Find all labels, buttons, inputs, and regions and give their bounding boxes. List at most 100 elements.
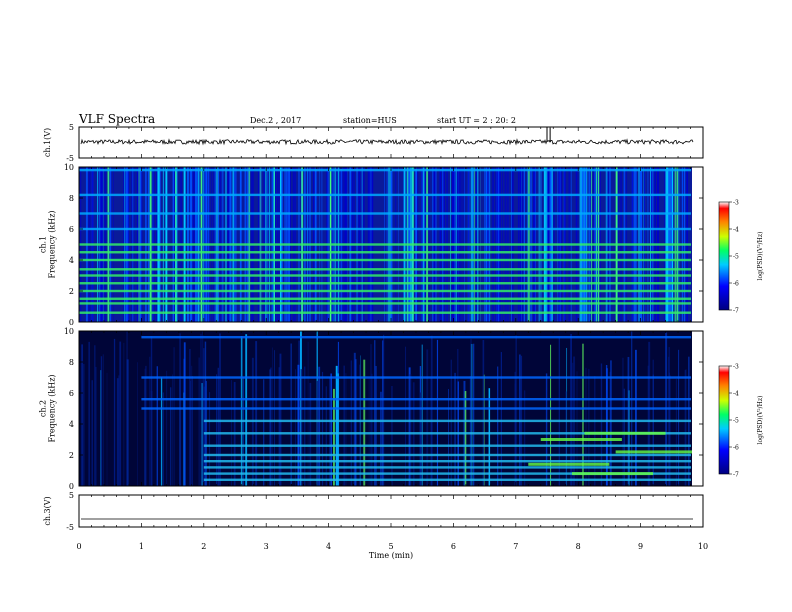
spectrogram-column — [570, 334, 573, 486]
y-tick-label: 10 — [64, 163, 74, 172]
spectrogram-column — [201, 383, 203, 486]
time-axis: 0 1 2 3 4 5 6 7 8 9 10 Time (min) — [76, 542, 708, 560]
spectrogram-column — [217, 367, 220, 486]
frequency-band — [203, 444, 692, 447]
waveform-trace — [80, 138, 694, 146]
spectrogram-column — [269, 369, 271, 486]
spectrogram-column — [189, 348, 191, 486]
emission-band — [584, 431, 666, 435]
spectrogram-column — [219, 333, 221, 486]
frequency-band — [79, 311, 691, 314]
spectrogram-column — [333, 388, 335, 486]
spectrogram-column — [606, 368, 608, 486]
spectrogram-column — [426, 349, 429, 486]
spectrogram-column — [482, 339, 485, 486]
spectrogram-column — [300, 369, 303, 486]
spectrogram-column — [295, 369, 296, 486]
spectrogram-column — [497, 366, 499, 486]
spectrogram-column — [600, 363, 603, 486]
data-gap — [692, 167, 703, 322]
y-axis-label: Frequency (kHz) — [48, 210, 57, 278]
spectrogram-column — [652, 359, 654, 486]
frequency-band — [79, 297, 691, 300]
spectrogram-column — [515, 335, 517, 486]
x-tick-label: 10 — [698, 542, 708, 551]
spectrogram-column — [648, 341, 651, 486]
spectrogram-column — [173, 347, 175, 486]
spectrogram-column — [545, 373, 548, 486]
spectrogram-column — [514, 371, 516, 486]
spectrogram-column — [91, 380, 93, 486]
colorbar-tick-label: -3 — [733, 364, 739, 371]
colorbar-tick-label: -7 — [733, 472, 739, 479]
spectrogram-column — [145, 365, 147, 486]
y-tick-label: -5 — [66, 523, 74, 532]
spectrogram-column — [274, 350, 275, 486]
y-tick-label: 4 — [69, 256, 74, 265]
spectrogram-column — [421, 344, 423, 486]
y-axis-label: ch.1 — [39, 236, 48, 253]
colorbar-tick-label: -4 — [733, 391, 739, 398]
spectrogram-column — [149, 356, 151, 486]
start-time-label: start UT = 2 : 20: 2 — [437, 116, 516, 125]
spectrogram-column — [470, 338, 472, 486]
colorbar-tick-label: -6 — [733, 445, 739, 452]
y-tick-label: 5 — [69, 491, 74, 500]
colorbar-tick-label: -6 — [733, 281, 739, 288]
spectrogram-column — [270, 367, 272, 486]
spectrogram-column — [685, 369, 687, 486]
spectrogram-column — [572, 362, 574, 486]
spectrogram-column — [83, 363, 85, 486]
spectrogram-column — [623, 388, 625, 486]
x-tick-label: 8 — [576, 542, 581, 551]
spectrogram-column — [119, 341, 122, 486]
frequency-band — [79, 168, 691, 172]
y-axis-label: ch.3(V) — [43, 496, 52, 525]
y-tick-label: 8 — [69, 358, 74, 367]
spectrogram-column — [278, 367, 280, 486]
y-tick-label: 6 — [69, 389, 74, 398]
y-tick-label: 4 — [69, 420, 74, 429]
spectrogram-column — [430, 335, 433, 486]
spectrogram-column — [150, 390, 153, 486]
emission-band — [615, 450, 697, 454]
x-tick-label: 9 — [638, 542, 643, 551]
spectrogram-column — [325, 386, 327, 486]
spectrogram-column — [191, 375, 193, 486]
spectrogram-column — [382, 334, 385, 486]
x-axis-label: Time (min) — [369, 551, 413, 560]
spectrogram-column — [297, 364, 300, 486]
spectrogram-column — [330, 373, 333, 486]
spectrogram-column — [488, 388, 491, 486]
frequency-band — [79, 289, 691, 293]
spectrogram-column — [116, 378, 119, 486]
spectrogram-column — [582, 343, 584, 486]
spectrogram-column — [123, 342, 125, 486]
spectrogram-column — [245, 334, 248, 486]
spectrogram-column — [160, 377, 163, 486]
spectrogram-column — [204, 341, 207, 486]
spectrogram-column — [353, 352, 356, 486]
colorbar-tick-label: -7 — [733, 308, 739, 315]
x-tick-label: 7 — [513, 542, 518, 551]
spectrogram-column — [198, 357, 200, 486]
colorbar-tick-label: -3 — [733, 200, 739, 207]
spectrogram-column — [162, 392, 164, 486]
colorbar-label: log(PSD)(V²/Hz) — [757, 396, 764, 445]
spectrogram-column — [405, 346, 407, 486]
spectrogram-column — [374, 340, 376, 486]
colorbar-label: log(PSD)(V²/Hz) — [757, 232, 764, 281]
y-tick-label: 0 — [69, 482, 74, 491]
spectrogram-column — [585, 367, 587, 486]
colorbar-tick-label: -5 — [733, 254, 739, 261]
spectrogram-column — [200, 333, 202, 486]
spectrogram-column — [243, 376, 244, 486]
spectrogram-column — [391, 385, 393, 486]
spectrogram-column — [635, 349, 637, 486]
colorbar-tick-label: -4 — [733, 227, 739, 234]
data-gap — [692, 331, 703, 486]
y-tick-label: 6 — [69, 225, 74, 234]
x-tick-label: 1 — [139, 542, 144, 551]
emission-band — [540, 438, 622, 441]
